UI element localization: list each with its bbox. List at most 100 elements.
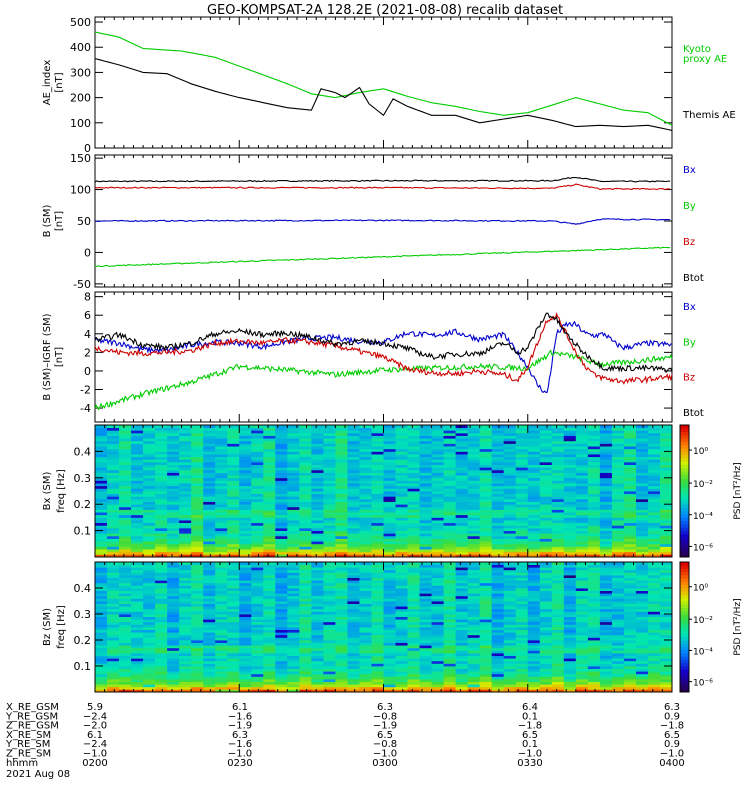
heatmap-cell [551,585,565,589]
heatmap-cell [431,686,444,690]
heatmap-cell [635,446,649,450]
heatmap-cell [179,554,192,558]
heatmap-cell [179,634,192,638]
heatmap-cell [395,611,408,615]
heatmap-cell [443,551,457,555]
heatmap-cell [155,601,168,604]
heatmap-cell [347,446,360,450]
heatmap-cell [167,514,180,518]
heatmap-cell [119,658,132,662]
heatmap-cell [371,616,384,620]
heatmap-cell [311,637,324,641]
heatmap-cell [551,541,565,545]
heatmap-cell [275,588,288,591]
heatmap-cell [467,443,481,447]
heatmap-cell [119,614,132,617]
heatmap-cell [251,501,264,505]
heatmap-cell [491,435,505,439]
heatmap-cell [179,475,192,479]
heatmap-cell [359,647,372,651]
heatmap-cell [395,668,408,672]
heatmap-cell [347,504,360,508]
heatmap-cell [491,551,505,555]
heatmap-cell [191,509,204,513]
heatmap-cell [455,435,469,439]
heatmap-cell [119,459,132,463]
heatmap-cell [311,585,324,589]
heatmap-cell [599,472,613,476]
heatmap-cell [203,666,216,669]
heatmap-cell [203,647,216,651]
heatmap-cell [251,461,264,465]
heatmap-cell [179,640,192,643]
heatmap-cell [479,621,493,625]
heatmap-cell [179,440,192,444]
heatmap-cell [479,676,493,680]
heatmap-cell [467,456,481,460]
heatmap-cell [203,606,216,610]
heatmap-cell [95,541,108,545]
heatmap-cell [527,632,541,636]
heatmap-cell [515,467,529,471]
heatmap-cell [539,619,553,623]
heatmap-cell [215,485,228,489]
heatmap-cell [131,427,144,431]
heatmap-cell [515,627,529,630]
heatmap-cell [347,679,360,682]
heatmap-cell [323,603,336,607]
heatmap-cell [143,671,156,675]
heatmap-cell [407,575,420,578]
heatmap-cell [239,601,252,604]
heatmap-cell [419,496,432,500]
heatmap-cell [203,533,216,537]
heatmap-cell [359,562,372,565]
heatmap-cell [395,456,408,460]
heatmap-cell [203,668,216,672]
heatmap-cell [383,551,396,555]
heatmap-cell [107,506,120,510]
heatmap-cell [167,681,180,685]
heatmap-cell [335,650,348,654]
heatmap-cell [407,671,420,675]
colorbar-tick-label: 10⁰ [693,447,708,457]
heatmap-cell [335,562,348,565]
colorbar-cell [680,431,689,436]
heatmap-cell [347,676,360,680]
heatmap-cell [203,577,216,581]
colorbar-cell [680,425,689,429]
colorbar-cell [680,494,689,498]
heatmap-cell [311,472,324,476]
heatmap-cell [143,551,156,555]
heatmap-cell [287,572,300,576]
heatmap-cell [251,593,264,597]
heatmap-cell [131,432,144,436]
heatmap-cell [155,647,168,651]
heatmap-cell [239,650,252,654]
heatmap-cell [515,684,529,688]
heatmap-cell [347,642,360,646]
heatmap-cell [575,520,589,524]
heatmap-cell [335,430,348,434]
heatmap-cell [659,522,673,526]
heatmap-cell [419,569,432,573]
heatmap-cell [287,588,300,591]
y-axis-label: B (SM)–IGRF (SM) [42,313,53,400]
heatmap-cell [479,637,493,641]
heatmap-cell [659,427,673,431]
heatmap-cell [215,527,228,531]
heatmap-cell [443,493,457,497]
heatmap-cell [131,475,144,479]
heatmap-cell [419,562,432,565]
heatmap-cell [371,679,384,682]
heatmap-cell [215,632,228,636]
heatmap-cell [371,585,384,589]
heatmap-cell [323,520,336,524]
heatmap-cell [275,608,288,612]
heatmap-cell [515,603,529,607]
heatmap-cell [599,469,613,473]
heatmap-cell [251,676,264,680]
heatmap-cell [239,469,252,473]
colorbar-cell [680,474,689,479]
heatmap-cell [287,621,300,625]
heatmap-cell [479,679,493,682]
